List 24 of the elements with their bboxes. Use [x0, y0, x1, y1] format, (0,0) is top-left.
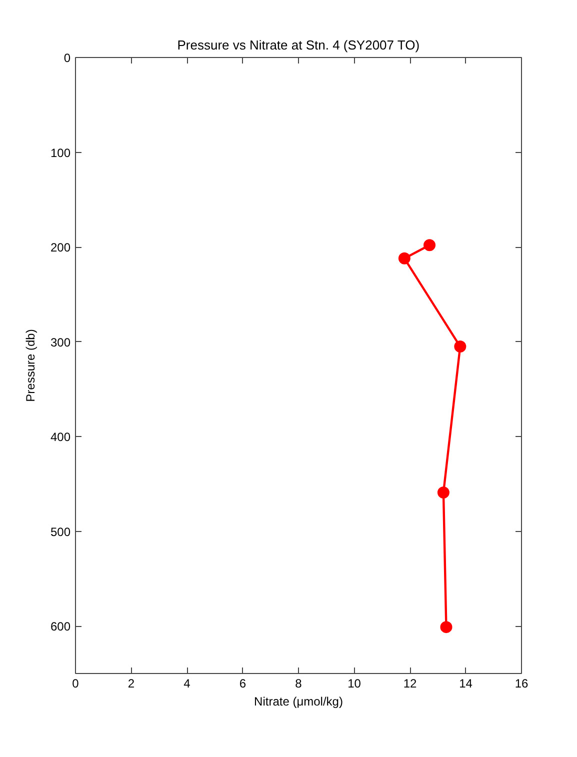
point [454, 340, 466, 353]
point [424, 239, 436, 252]
x-tick-label: 16 [514, 676, 528, 690]
chart-title: Pressure vs Nitrate at Stn. 4 (SY2007 TO) [177, 38, 420, 52]
x-tick-label: 10 [348, 676, 362, 690]
y-tick-label: 200 [50, 240, 71, 255]
y-tick-label: 600 [50, 620, 71, 634]
point [437, 486, 450, 498]
x-tick-label: 6 [239, 676, 246, 690]
x-tick-label: 8 [295, 676, 302, 690]
point [398, 252, 410, 264]
x-tick-label: 12 [403, 676, 417, 690]
y-tick-label: 100 [50, 146, 71, 160]
y-tick-label: 0 [64, 51, 71, 65]
x-tick-label: 2 [128, 676, 135, 690]
x-tick-label: 4 [184, 676, 191, 690]
y-tick-label: 300 [50, 335, 71, 350]
x-tick-label: 14 [459, 676, 473, 690]
y-tick-label: 400 [50, 430, 71, 444]
y-axis-title: Pressure (db) [23, 329, 38, 402]
point [440, 621, 452, 634]
x-tick-label: 0 [72, 676, 80, 690]
y-tick-label: 500 [50, 524, 71, 539]
x-axis-title: Nitrate (μmol/kg) [254, 694, 343, 708]
